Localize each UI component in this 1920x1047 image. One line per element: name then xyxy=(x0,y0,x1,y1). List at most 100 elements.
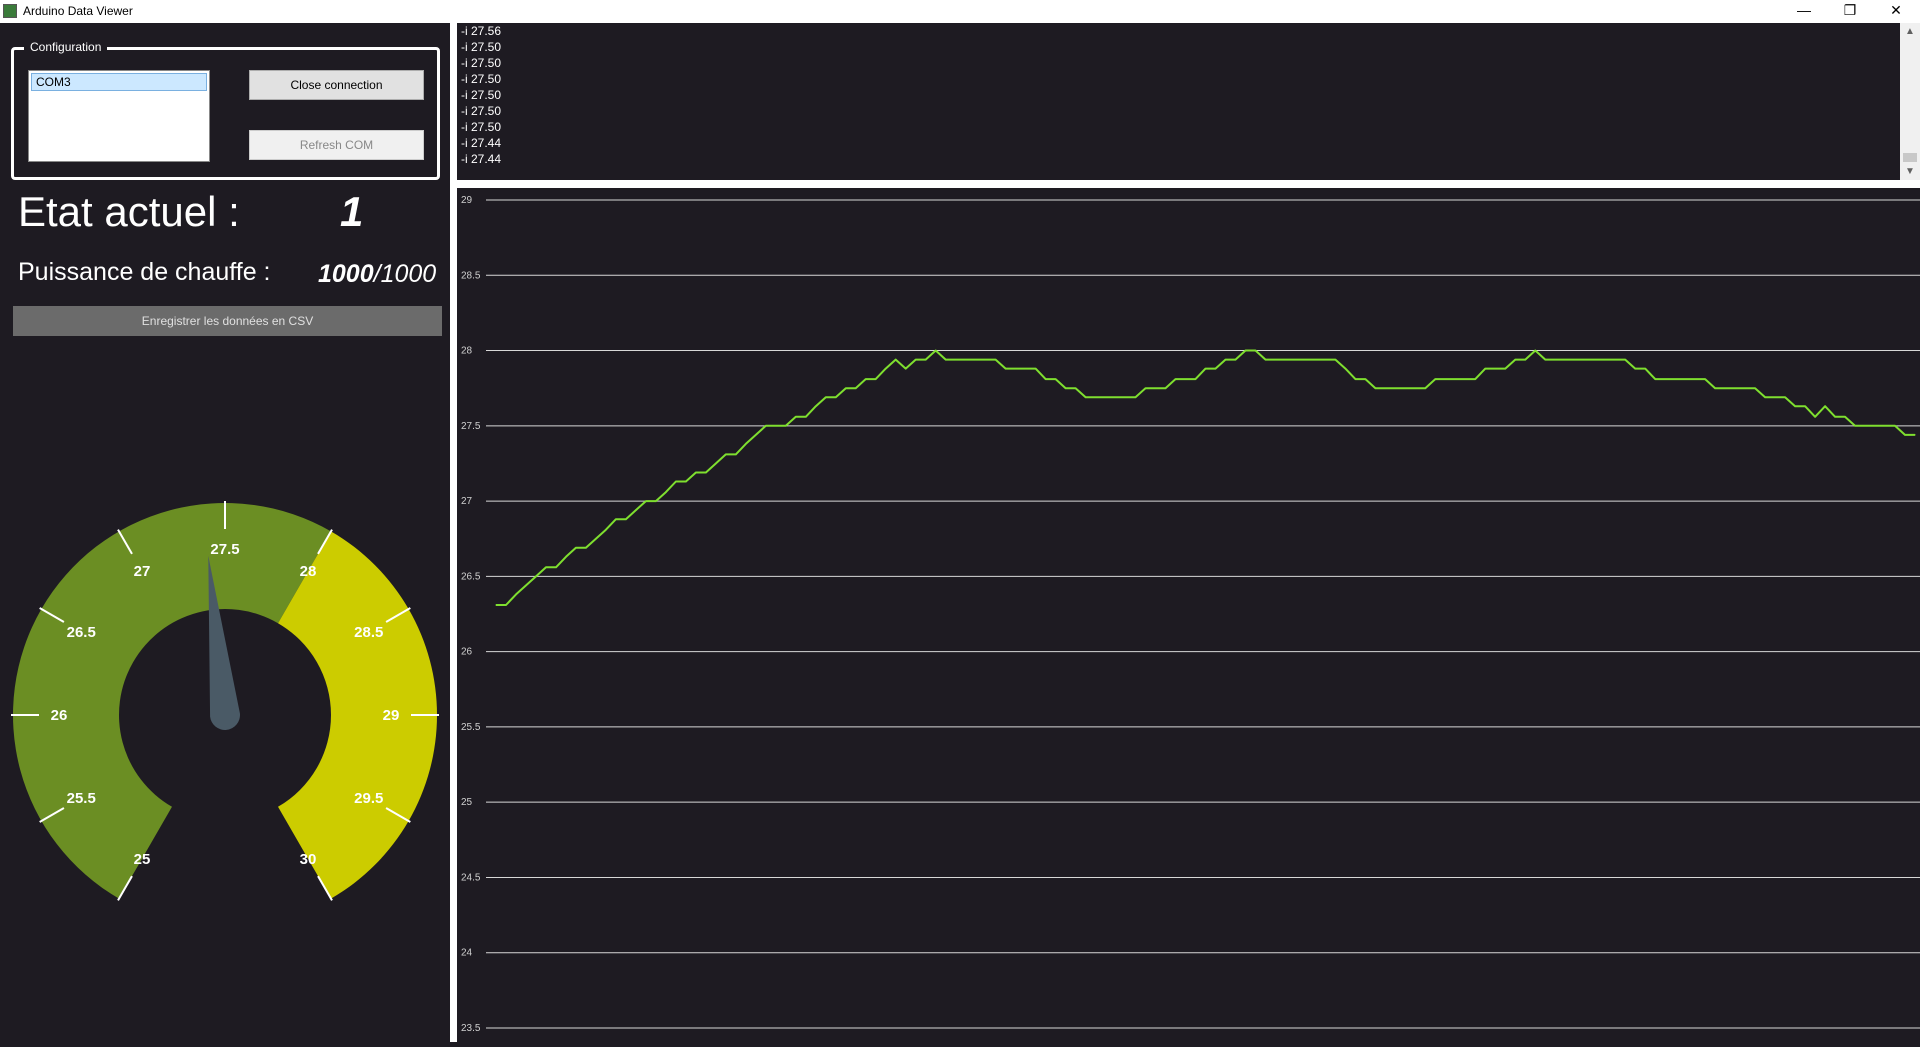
data-point xyxy=(1144,387,1147,389)
log-line: -i 27.50 xyxy=(461,88,502,102)
data-point xyxy=(725,453,727,456)
y-tick-label: 25 xyxy=(461,797,473,808)
y-tick-label: 28.5 xyxy=(461,270,481,281)
log-scrollbar[interactable]: ▲ ▼ xyxy=(1900,23,1920,180)
data-point xyxy=(675,480,677,483)
data-point xyxy=(1614,358,1616,361)
title-bar: Arduino Data Viewer — ❐ ✕ xyxy=(0,0,1920,23)
data-point xyxy=(1174,378,1177,380)
data-point xyxy=(1504,368,1506,370)
com-port-item[interactable]: COM3 xyxy=(31,73,207,91)
gauge-tick xyxy=(385,807,411,823)
log-line: -i 27.50 xyxy=(461,104,502,118)
data-point xyxy=(625,518,627,520)
data-point xyxy=(1524,358,1526,361)
data-point xyxy=(1694,378,1696,380)
data-point xyxy=(535,575,537,577)
gauge-tick xyxy=(317,875,333,901)
data-point xyxy=(635,509,637,511)
data-point xyxy=(1534,349,1536,352)
data-point xyxy=(1045,378,1047,380)
y-tick-label: 24.5 xyxy=(461,872,481,883)
data-point xyxy=(1284,358,1287,361)
log-line: -i 27.50 xyxy=(461,72,502,86)
data-point xyxy=(515,593,517,596)
data-point xyxy=(1194,378,1197,380)
gauge-tick xyxy=(39,807,65,823)
log-line: -i 27.44 xyxy=(461,152,502,166)
scroll-thumb[interactable] xyxy=(1903,153,1917,162)
puissance-max: /1000 xyxy=(373,260,437,288)
serial-log: -i 27.56 -i 27.50 -i 27.50 -i 27.50 -i 2… xyxy=(457,23,1900,180)
data-point xyxy=(1224,358,1227,361)
data-point xyxy=(1824,405,1826,407)
data-point xyxy=(1094,396,1097,398)
data-point xyxy=(1654,378,1656,380)
data-point xyxy=(815,405,817,407)
gauge-tick xyxy=(117,529,133,555)
data-point xyxy=(1664,378,1666,380)
data-point xyxy=(765,425,767,427)
y-tick-label: 25.5 xyxy=(461,722,481,733)
scroll-down-icon[interactable]: ▼ xyxy=(1905,166,1915,177)
configuration-legend: Configuration xyxy=(24,40,108,54)
data-point xyxy=(685,480,687,483)
data-point xyxy=(1854,425,1856,427)
data-point xyxy=(735,453,737,456)
data-point xyxy=(1564,358,1566,361)
scroll-up-icon[interactable]: ▲ xyxy=(1905,26,1915,37)
data-point xyxy=(615,518,617,520)
refresh-com-button[interactable]: Refresh COM xyxy=(249,130,424,160)
data-point xyxy=(1884,425,1886,427)
data-point xyxy=(1124,396,1127,398)
gauge-tick-label: 28.5 xyxy=(354,624,383,641)
data-point xyxy=(795,416,797,418)
temperature-gauge: 25 25.5 26 26.5 27 27.5 28 28.5 29 29.5 30 xyxy=(11,501,439,901)
data-point xyxy=(1774,396,1776,398)
data-point xyxy=(1304,358,1307,361)
restore-icon[interactable]: ❐ xyxy=(1843,2,1857,18)
data-point xyxy=(965,358,967,361)
data-point xyxy=(1015,368,1017,370)
data-point xyxy=(745,443,747,445)
data-point xyxy=(1394,387,1396,389)
data-point xyxy=(1244,349,1247,352)
data-point xyxy=(925,358,927,361)
data-point xyxy=(1724,387,1726,389)
data-point xyxy=(1134,396,1137,398)
data-point xyxy=(505,604,507,606)
etat-label: Etat actuel : xyxy=(18,188,240,235)
close-icon[interactable]: ✕ xyxy=(1890,2,1902,18)
data-point xyxy=(1484,368,1486,370)
data-point xyxy=(1154,387,1157,389)
data-point xyxy=(1274,358,1277,361)
minimize-icon[interactable]: — xyxy=(1797,2,1811,18)
log-line: -i 27.50 xyxy=(461,56,502,70)
gauge-band-high xyxy=(278,531,437,899)
save-csv-button[interactable]: Enregistrer les données en CSV xyxy=(13,306,442,336)
data-point xyxy=(1544,358,1546,361)
panel-divider xyxy=(450,23,457,1042)
gauge-tick-label: 27 xyxy=(134,563,151,580)
data-point xyxy=(1314,358,1317,361)
data-point xyxy=(1514,358,1516,361)
data-point xyxy=(545,566,547,568)
data-point xyxy=(715,462,717,465)
data-point xyxy=(845,387,847,389)
gauge-tick-label: 29.5 xyxy=(354,790,383,807)
data-point xyxy=(1894,425,1896,427)
y-tick-label: 28 xyxy=(461,346,473,357)
close-connection-button[interactable]: Close connection xyxy=(249,70,424,100)
data-point xyxy=(1704,378,1706,380)
data-point xyxy=(1354,378,1356,380)
gauge-tick-label: 29 xyxy=(383,707,400,724)
data-point xyxy=(865,378,867,380)
data-point xyxy=(1294,358,1297,361)
data-point xyxy=(1334,358,1337,361)
data-point xyxy=(565,556,567,558)
data-point xyxy=(1104,396,1107,398)
data-point xyxy=(1074,387,1077,389)
data-point xyxy=(905,368,907,370)
com-port-list[interactable]: COM3 xyxy=(28,70,210,162)
data-point xyxy=(1784,396,1786,398)
